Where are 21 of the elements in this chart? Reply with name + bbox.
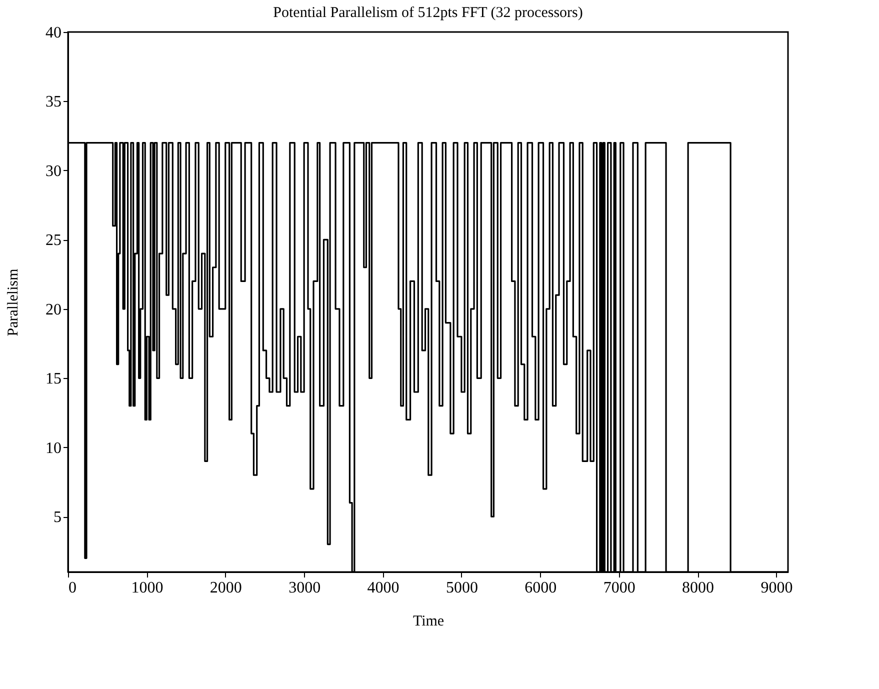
y-tick-label: 25 bbox=[46, 232, 62, 250]
x-tick-label: 6000 bbox=[524, 580, 557, 596]
y-tick-label: 5 bbox=[54, 509, 62, 526]
x-tick-label: 3000 bbox=[288, 580, 321, 596]
y-tick-label: 35 bbox=[46, 94, 62, 111]
x-tick-label: 0 bbox=[68, 580, 76, 596]
x-tick-label: 8000 bbox=[682, 580, 714, 596]
y-tick-label: 20 bbox=[46, 301, 62, 318]
y-tick-label: 10 bbox=[46, 440, 62, 457]
y-tick-label: 15 bbox=[46, 370, 62, 388]
x-tick-label: 2000 bbox=[210, 580, 242, 596]
y-axis-title: Parallelism bbox=[6, 268, 22, 336]
x-tick-label: 5000 bbox=[446, 580, 478, 596]
chart-title: Potential Parallelism of 512pts FFT (32 processors) bbox=[273, 5, 583, 21]
x-tick-label: 4000 bbox=[367, 580, 400, 596]
x-tick-label: 9000 bbox=[760, 580, 793, 596]
y-tick-label: 30 bbox=[46, 162, 62, 180]
x-axis-title: Time bbox=[412, 614, 444, 630]
y-tick-label: 40 bbox=[46, 24, 62, 42]
x-tick-label: 7000 bbox=[603, 580, 636, 596]
x-tick-label: 1000 bbox=[131, 580, 164, 596]
